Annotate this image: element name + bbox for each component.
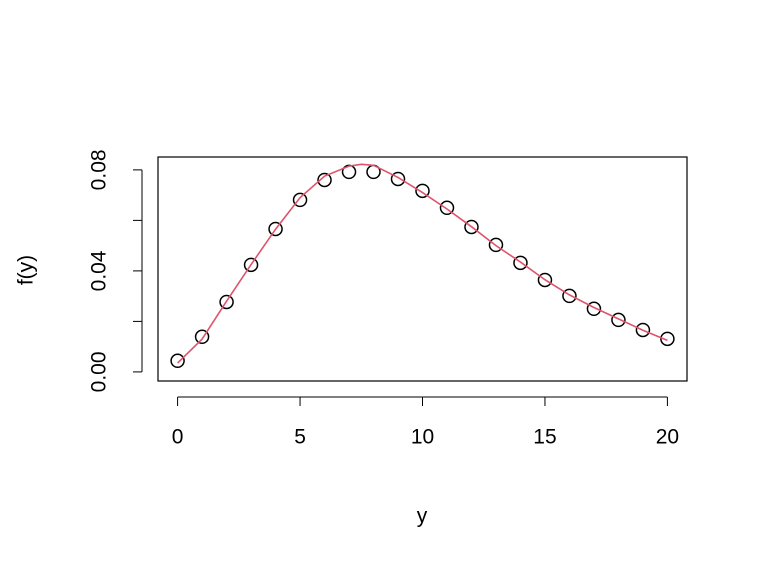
point xyxy=(292,192,308,208)
point xyxy=(268,221,283,237)
point xyxy=(513,255,528,271)
plot-box xyxy=(157,156,688,382)
x-tick-label: 0 xyxy=(172,426,184,449)
point xyxy=(194,329,210,345)
point xyxy=(611,312,626,328)
point xyxy=(488,237,504,253)
x-axis-label: y xyxy=(417,505,428,528)
point xyxy=(219,294,234,310)
point xyxy=(660,331,675,347)
line xyxy=(177,163,668,364)
y-tick-label: 0.08 xyxy=(88,149,111,190)
x-tick-label: 10 xyxy=(411,426,434,449)
y-tick-label: 0.00 xyxy=(88,351,111,392)
y-tick-label: 0.04 xyxy=(88,250,111,291)
point xyxy=(170,353,185,369)
point xyxy=(464,219,479,235)
y-axis-label: f(y) xyxy=(15,255,38,285)
x-tick-label: 20 xyxy=(656,426,679,449)
point xyxy=(415,183,430,199)
x-tick-label: 5 xyxy=(294,426,306,449)
point xyxy=(562,288,577,304)
point xyxy=(243,257,259,273)
x-tick-label: 15 xyxy=(533,426,556,449)
point xyxy=(537,272,553,288)
point xyxy=(317,172,332,188)
point xyxy=(635,322,651,338)
point xyxy=(586,301,602,317)
point xyxy=(390,171,406,187)
point xyxy=(439,200,455,216)
